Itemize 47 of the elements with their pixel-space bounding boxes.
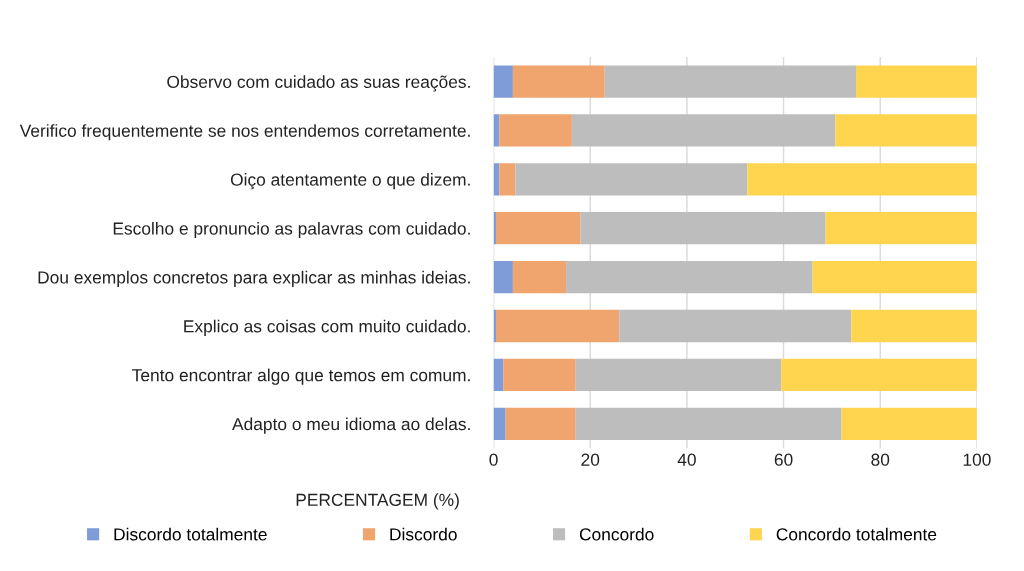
bar (580, 212, 826, 245)
bar (781, 358, 977, 392)
bar (493, 65, 513, 98)
legend-label: Concordo (579, 527, 654, 541)
bar (575, 407, 842, 440)
y-tick-label: Tento encontrar algo que temos em comum. (132, 368, 470, 385)
y-tick-label: Escolho e pronuncio as palavras com cuidado. (113, 221, 470, 239)
bar (575, 358, 782, 392)
x-tick-label: 0 (489, 453, 498, 466)
bar (493, 407, 506, 440)
bar (835, 114, 977, 147)
bar (851, 309, 977, 343)
bar (505, 407, 576, 440)
bar (495, 212, 581, 245)
bar (841, 407, 977, 440)
bar (512, 260, 567, 294)
x-tick-label: 20 (581, 453, 600, 466)
bar (499, 163, 516, 196)
x-tick-label: 100 (963, 453, 991, 466)
y-tick-label: Verifico frequentemente se nos entendemos corretamente. (19, 124, 470, 141)
legend-label: Discordo totalmente (114, 527, 267, 541)
y-tick-label: Observo com cuidado as suas reações. (167, 75, 470, 92)
bar (493, 358, 504, 392)
bar (747, 163, 977, 196)
bar (503, 358, 576, 392)
bar (499, 114, 572, 147)
bar (515, 163, 748, 196)
x-tick-label: 60 (774, 453, 793, 466)
legend-label: Concordo totalmente (776, 527, 937, 541)
y-tick-label: Dou exemplos concretos para explicar as minhas ideias. (38, 270, 470, 288)
legend-label: Discordo (390, 527, 457, 541)
y-tick-label: Oiço atentamente o que dizem. (230, 173, 470, 190)
bar (825, 212, 977, 245)
bar (512, 65, 605, 98)
x-axis-title: PERCENTAGEM (%) (296, 493, 459, 510)
bar (604, 65, 857, 98)
x-tick-label: 80 (871, 453, 890, 466)
bar (495, 309, 620, 343)
bar (571, 114, 836, 147)
bar (566, 260, 813, 294)
y-tick-label: Explico as coisas com muito cuidado. (184, 319, 470, 336)
bar (856, 65, 977, 98)
y-tick-label: Adapto o meu idioma ao delas. (232, 417, 470, 434)
bar (493, 260, 513, 294)
bar (812, 260, 977, 294)
bar (619, 309, 852, 343)
x-tick-label: 40 (677, 453, 696, 466)
